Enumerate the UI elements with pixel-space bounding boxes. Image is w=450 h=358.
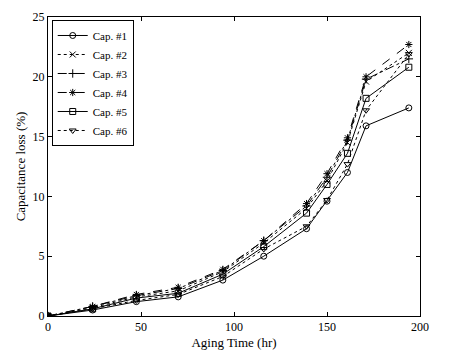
- svg-text:Cap. #6: Cap. #6: [93, 125, 128, 137]
- svg-text:200: 200: [411, 320, 429, 334]
- svg-text:150: 150: [318, 320, 336, 334]
- svg-text:20: 20: [33, 70, 45, 84]
- svg-text:Cap. #3: Cap. #3: [93, 68, 128, 80]
- svg-text:15: 15: [33, 130, 45, 144]
- svg-text:5: 5: [39, 249, 45, 263]
- svg-text:Capacitance loss (%): Capacitance loss (%): [13, 112, 28, 222]
- svg-text:Aging Time (hr): Aging Time (hr): [191, 335, 276, 350]
- svg-text:Cap. #5: Cap. #5: [93, 106, 128, 118]
- svg-text:0: 0: [45, 320, 51, 334]
- svg-text:50: 50: [135, 320, 147, 334]
- svg-text:Cap. #4: Cap. #4: [93, 87, 128, 99]
- svg-text:25: 25: [33, 10, 45, 24]
- svg-text:Cap. #1: Cap. #1: [93, 30, 127, 42]
- svg-text:100: 100: [225, 320, 243, 334]
- svg-text:0: 0: [39, 309, 45, 323]
- svg-text:Cap. #2: Cap. #2: [93, 49, 127, 61]
- svg-text:10: 10: [33, 190, 45, 204]
